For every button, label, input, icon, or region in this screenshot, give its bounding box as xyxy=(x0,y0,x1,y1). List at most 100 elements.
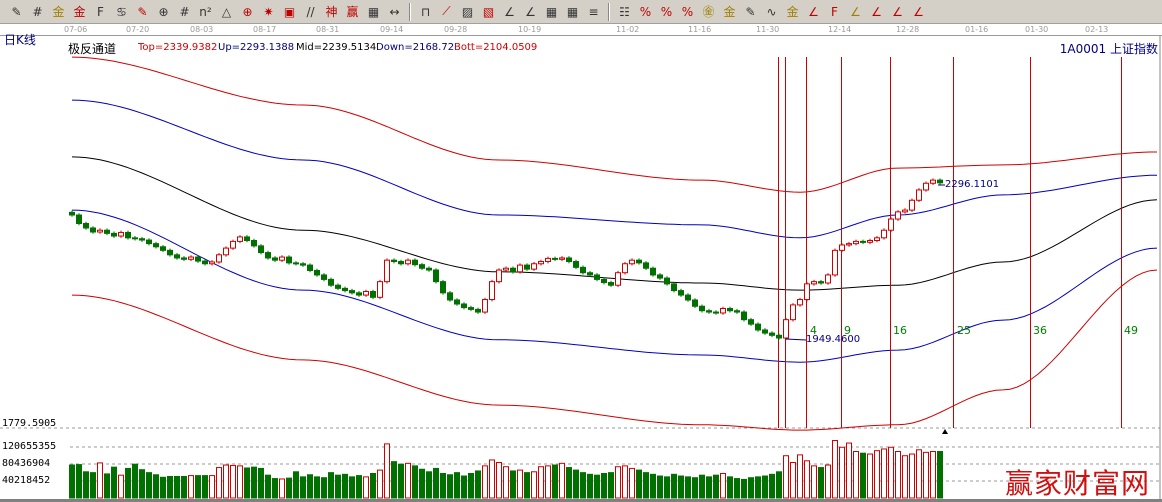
percent-bars-icon[interactable]: % xyxy=(681,4,694,19)
wave-icon[interactable]: ∿ xyxy=(766,4,777,19)
gold-bars-icon[interactable]: 金 xyxy=(723,5,736,19)
width-icon[interactable]: ↔ xyxy=(389,4,400,19)
candle-body xyxy=(363,290,369,296)
percent-line-icon[interactable]: % xyxy=(639,4,652,19)
gold-angle-icon[interactable]: ∠ xyxy=(850,4,861,19)
candle-body xyxy=(531,263,537,270)
band-top-line xyxy=(71,56,1158,193)
parallel-icon[interactable]: # xyxy=(179,4,190,19)
candle-body xyxy=(587,272,593,276)
target-icon[interactable]: ⊕ xyxy=(242,4,253,19)
angle-lines-icon[interactable]: // xyxy=(306,4,315,19)
box-diag-icon[interactable]: ▨ xyxy=(461,4,474,19)
date-tick: 09-28 xyxy=(444,25,468,34)
volume-bar xyxy=(734,478,740,499)
four-angle-icon[interactable]: ∠ xyxy=(913,4,924,19)
j-angle-icon[interactable]: ∠ xyxy=(808,4,819,19)
volume-bar xyxy=(580,472,586,499)
angle2-icon[interactable]: ∠ xyxy=(525,4,536,19)
shen-icon[interactable]: 神 xyxy=(325,5,338,19)
volume-bar xyxy=(482,465,488,499)
date-tick: 10-19 xyxy=(518,25,542,34)
volume-bar xyxy=(223,464,229,499)
candle-body xyxy=(755,323,761,331)
candle-body xyxy=(335,284,341,289)
fib-label: 4 xyxy=(810,324,817,337)
ruler-icon[interactable]: ▦ xyxy=(367,4,380,19)
volume-bar xyxy=(377,469,383,499)
star-target-icon[interactable]: ✷ xyxy=(263,4,274,19)
volume-bar xyxy=(83,471,89,499)
volume-bar xyxy=(937,451,943,499)
indicator-name[interactable]: 极反通道 xyxy=(68,42,117,56)
fan-red-icon[interactable]: ⟋ xyxy=(442,4,451,18)
table-icon[interactable]: ☷ xyxy=(619,4,630,19)
candle-body xyxy=(818,281,824,284)
volume-bar xyxy=(706,476,712,499)
f-angle-icon[interactable]: F xyxy=(831,4,838,19)
candle-body xyxy=(916,189,922,201)
volume-bar xyxy=(909,453,915,499)
volume-bar xyxy=(153,474,159,499)
square-n2-icon[interactable]: n² xyxy=(199,4,212,19)
candle-body xyxy=(622,263,628,274)
candle-body xyxy=(685,294,691,301)
grid-box-icon[interactable]: ▦ xyxy=(545,4,558,19)
candle-body xyxy=(902,209,908,213)
volume-bar xyxy=(160,476,166,499)
candle-body xyxy=(279,256,285,261)
indicator-down: Down=2168.72: xyxy=(376,42,454,53)
low-marker xyxy=(785,338,807,341)
candle-body xyxy=(769,332,775,336)
candle-body xyxy=(636,259,642,264)
volume-bar xyxy=(251,466,257,499)
candle-body xyxy=(573,261,579,268)
candle-body xyxy=(496,269,502,283)
band-bott-line xyxy=(71,269,1158,431)
candle-body xyxy=(678,290,684,296)
fib-line-icon[interactable]: F xyxy=(97,4,104,19)
ying-angle-icon[interactable]: ∠ xyxy=(892,4,903,19)
box-red-icon[interactable]: ▧ xyxy=(482,4,495,19)
multi-lines-icon[interactable]: ≡ xyxy=(588,4,599,19)
volume-axis-label: 40218452 xyxy=(2,475,51,486)
pen-bar-icon[interactable]: ✎ xyxy=(745,4,756,19)
toolbar-separator xyxy=(409,2,411,21)
candle-body xyxy=(237,236,243,242)
candle-body xyxy=(398,261,404,265)
period-label[interactable]: 日K线 xyxy=(4,33,36,47)
frame-icon[interactable]: ⊓ xyxy=(420,4,431,19)
gold-box-icon[interactable]: 金 xyxy=(786,5,799,19)
gold-line-icon[interactable]: 金 xyxy=(52,5,65,19)
volume-bar xyxy=(97,462,103,499)
candle-body xyxy=(468,307,474,310)
angle-icon[interactable]: ∠ xyxy=(504,4,515,19)
candle-body xyxy=(153,243,159,248)
volume-bar xyxy=(538,466,544,499)
volume-bar xyxy=(699,474,705,499)
candle-body xyxy=(370,290,376,298)
indicator-bott: Bott=2104.0509 xyxy=(454,42,538,53)
ying-icon[interactable]: 赢 xyxy=(346,5,359,19)
draw-pen-icon[interactable]: ✎ xyxy=(11,4,22,19)
candle-body xyxy=(790,304,796,321)
grid-icon[interactable]: # xyxy=(32,4,43,19)
pen-red-icon[interactable]: ✎ xyxy=(137,4,148,19)
candle-body xyxy=(321,274,327,280)
symbol-label: 1A0001 上证指数 xyxy=(1059,42,1158,56)
percent-icon[interactable]: % xyxy=(660,4,673,19)
gold-fan-icon[interactable]: 金 xyxy=(73,5,86,19)
candle-body xyxy=(664,277,670,285)
grid-box2-icon[interactable]: ▦ xyxy=(566,4,579,19)
arc-icon[interactable]: ♋ xyxy=(116,4,127,19)
shen-angle-icon[interactable]: ∠ xyxy=(871,4,882,19)
circle-grid-icon[interactable]: ⊕ xyxy=(158,4,169,19)
triangle-icon[interactable]: △ xyxy=(221,4,232,19)
volume-bar xyxy=(650,473,656,499)
gold-circle-icon[interactable]: ㊎ xyxy=(702,5,715,19)
volume-bar xyxy=(643,472,649,499)
fib-label: 16 xyxy=(893,324,907,337)
box-target-icon[interactable]: ▣ xyxy=(283,4,296,19)
volume-bar xyxy=(132,463,138,499)
candle-body xyxy=(510,267,516,273)
